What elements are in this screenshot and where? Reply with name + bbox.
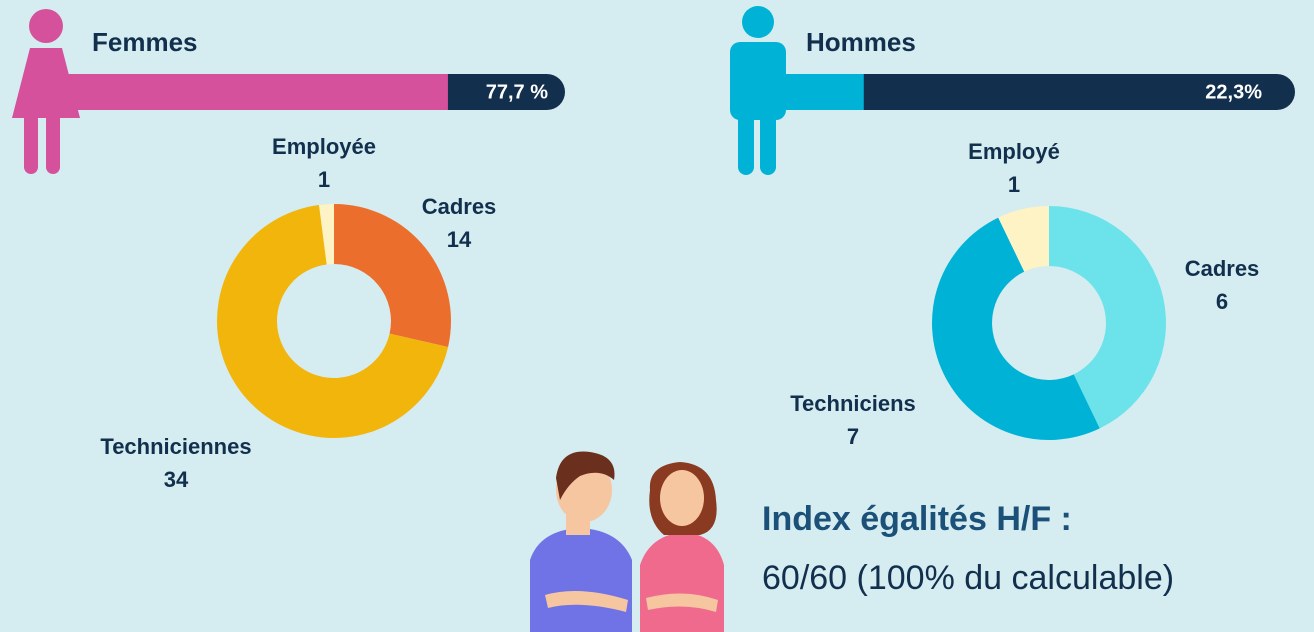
value-label: 34 xyxy=(164,467,189,492)
category-label: Cadres xyxy=(422,194,497,219)
infographic: Index égalités H/F : 60/60 (100% du calc… xyxy=(0,0,1314,632)
category-label: Cadres xyxy=(1185,256,1260,281)
value-label: 1 xyxy=(318,167,330,192)
male-icon xyxy=(730,6,786,175)
progress-bar xyxy=(40,74,448,110)
value-label: 7 xyxy=(847,424,859,449)
index-title: Index égalités H/F : xyxy=(762,500,1072,538)
donut-segment xyxy=(334,204,451,347)
category-label: Techniciennes xyxy=(100,434,251,459)
progress-title: Femmes xyxy=(92,27,198,57)
category-label: Techniciens xyxy=(790,391,916,416)
progress-title: Hommes xyxy=(806,27,916,57)
progress-label: 77,7 % xyxy=(486,81,548,103)
progress-label: 22,3% xyxy=(1205,81,1262,103)
index-text: 60/60 (100% du calculable) xyxy=(762,559,1174,597)
value-label: 1 xyxy=(1008,172,1020,197)
category-label: Employée xyxy=(272,134,376,159)
female-icon xyxy=(12,9,80,174)
people-illustration xyxy=(530,452,724,632)
value-label: 14 xyxy=(447,227,472,252)
page: {"chart_data": [ {"type": "progress", "t… xyxy=(0,0,1314,632)
value-label: 6 xyxy=(1216,289,1228,314)
category-label: Employé xyxy=(968,139,1060,164)
